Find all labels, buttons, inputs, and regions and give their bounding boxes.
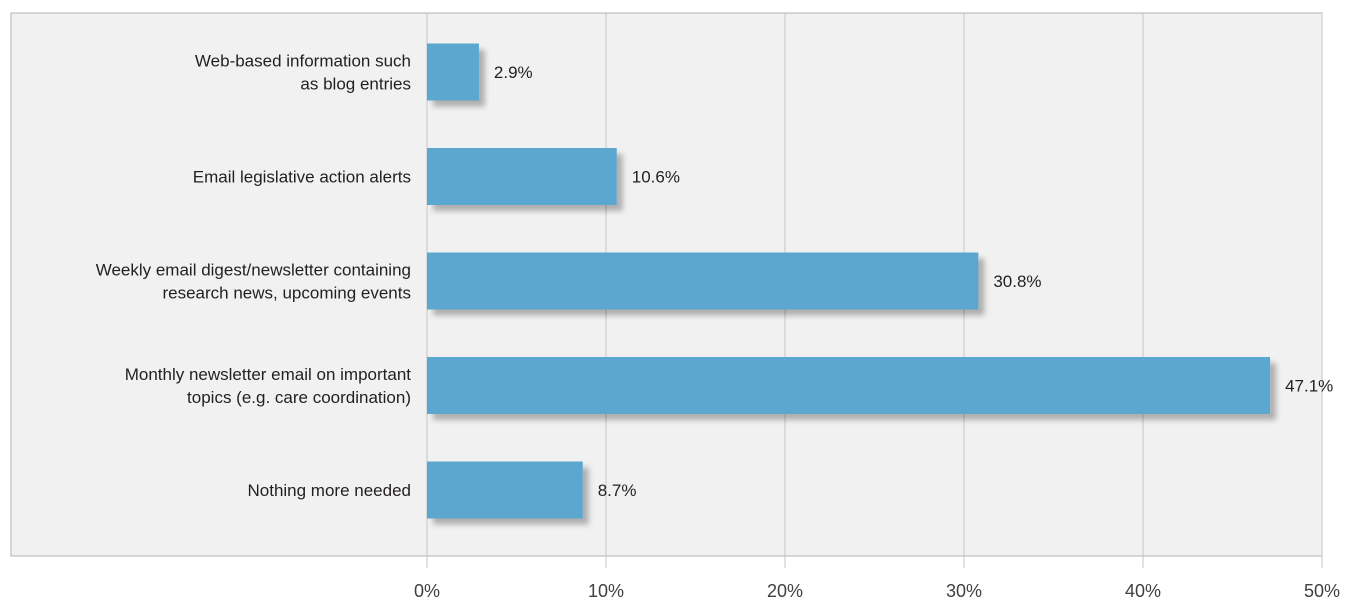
category-label: Email legislative action alerts <box>193 168 411 187</box>
value-label: 2.9% <box>494 63 533 82</box>
bars <box>427 43 1271 519</box>
x-tick-label: 40% <box>1125 581 1161 601</box>
category-label: Monthly newsletter email on important top… <box>125 365 412 407</box>
bar <box>427 148 617 205</box>
category-labels: Web-based information such as blog entrie… <box>96 52 412 501</box>
value-labels: 2.9% 10.6% 30.8% 47.1% 8.7% <box>494 63 1333 500</box>
category-label: Web-based information such as blog entrie… <box>195 52 411 94</box>
x-tick-label: 10% <box>588 581 624 601</box>
x-tick-label: 50% <box>1304 581 1340 601</box>
x-axis-ticks: 0% 10% 20% 30% 40% 50% <box>414 581 1340 601</box>
x-tick-label: 30% <box>946 581 982 601</box>
value-label: 10.6% <box>632 168 680 187</box>
category-label: Weekly email digest/newsletter containin… <box>96 261 411 303</box>
bar <box>427 357 1271 414</box>
x-tick-label: 0% <box>414 581 440 601</box>
value-label: 30.8% <box>993 272 1041 291</box>
x-tick-label: 20% <box>767 581 803 601</box>
category-label: Nothing more needed <box>247 481 411 500</box>
bar <box>427 252 979 310</box>
bar <box>427 43 479 101</box>
value-label: 47.1% <box>1285 377 1333 396</box>
bar <box>427 461 583 519</box>
value-label: 8.7% <box>598 481 637 500</box>
